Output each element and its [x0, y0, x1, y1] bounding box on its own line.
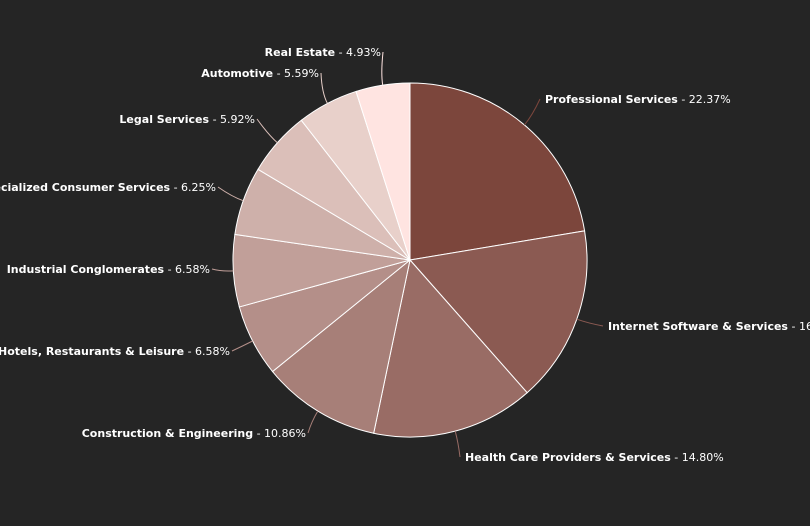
slice-label-name: Internet Software & Services: [608, 320, 788, 333]
pie-slice[interactable]: [271, 258, 411, 434]
slice-label-value: - 6.58%: [184, 345, 230, 358]
slice-label-value: - 4.93%: [335, 46, 381, 59]
slice-label-name: Specialized Consumer Services: [0, 181, 171, 194]
slice-label-name: Automotive: [201, 67, 273, 80]
label-leader-line: [454, 430, 461, 458]
label-leader-line: [524, 98, 541, 126]
pie-slice[interactable]: [373, 258, 528, 438]
slice-label: Legal Services - 5.92%: [119, 113, 255, 126]
slice-label-name: Construction & Engineering: [82, 427, 253, 440]
label-leader-line: [231, 340, 253, 352]
slice-label: Hotels, Restaurants & Leisure - 6.58%: [0, 345, 230, 358]
label-leader-line: [211, 268, 234, 272]
slice-label: Automotive - 5.59%: [201, 67, 319, 80]
slice-label-value: - 5.92%: [209, 113, 255, 126]
label-leader-line: [320, 72, 328, 104]
slice-label-name: Real Estate: [265, 46, 335, 59]
slice-label-value: - 16.12%: [788, 320, 810, 333]
slice-label: Health Care Providers & Services - 14.80…: [465, 451, 724, 464]
slice-label: Construction & Engineering - 10.86%: [82, 427, 306, 440]
slice-label-value: - 22.37%: [678, 93, 731, 106]
pie-slice[interactable]: [409, 82, 586, 261]
slice-label-value: - 14.80%: [671, 451, 724, 464]
slice-label-name: Hotels, Restaurants & Leisure: [0, 345, 184, 358]
slice-label-name: Professional Services: [545, 93, 678, 106]
slice-label: Industrial Conglomerates - 6.58%: [7, 263, 210, 276]
slice-label-name: Health Care Providers & Services: [465, 451, 671, 464]
slice-label-value: - 10.86%: [253, 427, 306, 440]
slice-label-value: - 6.25%: [170, 181, 216, 194]
label-leader-line: [307, 410, 319, 434]
slice-label: Real Estate - 4.93%: [265, 46, 381, 59]
pie-slice[interactable]: [409, 230, 588, 394]
slice-label: Professional Services - 22.37%: [545, 93, 731, 106]
slice-label-value: - 5.59%: [273, 67, 319, 80]
label-leader-line: [256, 118, 278, 144]
slice-label: Internet Software & Services - 16.12%: [608, 320, 810, 333]
label-leader-line: [576, 318, 604, 327]
slice-label-name: Industrial Conglomerates: [7, 263, 165, 276]
slice-label-value: - 6.58%: [164, 263, 210, 276]
label-leader-line: [381, 51, 384, 86]
pie-labels: Professional Services - 22.37% Internet S…: [0, 46, 810, 464]
slice-label-name: Legal Services: [119, 113, 209, 126]
slice-label: Specialized Consumer Services - 6.25%: [0, 181, 216, 194]
pie-slices: [232, 82, 588, 438]
label-leader-line: [217, 186, 244, 202]
pie-slice[interactable]: [355, 82, 411, 261]
